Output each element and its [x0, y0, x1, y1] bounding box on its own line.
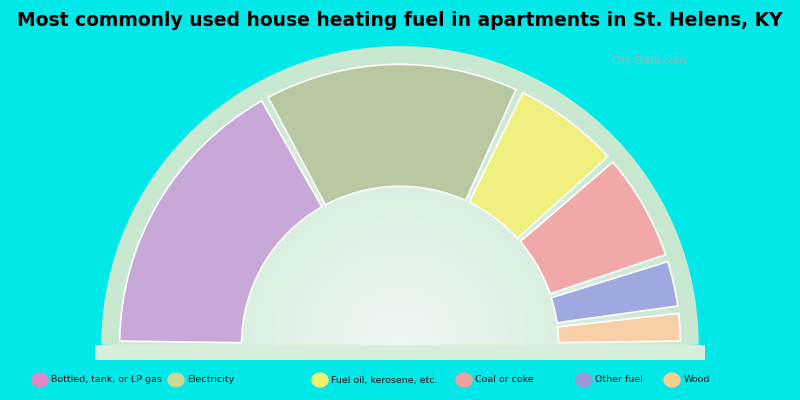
Polygon shape [270, 215, 530, 345]
Polygon shape [102, 46, 698, 345]
Polygon shape [171, 116, 629, 345]
Text: Bottled, tank, or LP gas: Bottled, tank, or LP gas [51, 376, 162, 384]
Polygon shape [226, 170, 574, 345]
Ellipse shape [31, 372, 49, 388]
Polygon shape [350, 295, 450, 345]
Polygon shape [256, 200, 544, 345]
Polygon shape [310, 255, 490, 345]
Polygon shape [290, 235, 510, 345]
Text: Coal or coke: Coal or coke [475, 376, 534, 384]
Polygon shape [266, 210, 534, 345]
Polygon shape [355, 300, 445, 345]
Polygon shape [375, 320, 425, 345]
Text: Fuel oil, kerosene, etc.: Fuel oil, kerosene, etc. [331, 376, 438, 384]
Wedge shape [470, 93, 608, 238]
Polygon shape [335, 280, 465, 345]
Polygon shape [186, 131, 614, 345]
Polygon shape [390, 335, 410, 345]
Polygon shape [216, 160, 584, 345]
Ellipse shape [575, 372, 593, 388]
Polygon shape [111, 56, 689, 345]
Polygon shape [360, 305, 440, 345]
Polygon shape [250, 196, 550, 345]
Polygon shape [326, 270, 474, 345]
Polygon shape [236, 180, 564, 345]
Polygon shape [136, 81, 664, 345]
Ellipse shape [663, 372, 681, 388]
Polygon shape [106, 51, 694, 345]
Polygon shape [151, 96, 649, 345]
Polygon shape [365, 310, 435, 345]
Polygon shape [395, 340, 405, 345]
Ellipse shape [311, 372, 329, 388]
Ellipse shape [167, 372, 185, 388]
Polygon shape [116, 61, 684, 345]
Polygon shape [301, 245, 499, 345]
Polygon shape [65, 345, 735, 375]
Polygon shape [320, 265, 480, 345]
Polygon shape [221, 166, 579, 345]
Wedge shape [120, 101, 322, 343]
Wedge shape [558, 313, 680, 343]
Polygon shape [241, 186, 559, 345]
Polygon shape [295, 240, 505, 345]
Polygon shape [340, 285, 460, 345]
Polygon shape [196, 141, 604, 345]
Wedge shape [520, 162, 666, 294]
Polygon shape [346, 290, 454, 345]
Polygon shape [330, 275, 470, 345]
Polygon shape [141, 86, 659, 345]
Text: Most commonly used house heating fuel in apartments in St. Helens, KY: Most commonly used house heating fuel in… [17, 10, 783, 30]
Text: Wood: Wood [683, 376, 710, 384]
Polygon shape [191, 136, 609, 345]
Polygon shape [306, 250, 494, 345]
Polygon shape [146, 91, 654, 345]
Polygon shape [206, 151, 594, 345]
Polygon shape [211, 156, 589, 345]
Polygon shape [161, 106, 639, 345]
Polygon shape [230, 176, 570, 345]
Polygon shape [286, 230, 514, 345]
Polygon shape [201, 146, 599, 345]
Polygon shape [131, 76, 669, 345]
Polygon shape [122, 66, 678, 345]
Text: Electricity: Electricity [187, 376, 234, 384]
Polygon shape [246, 190, 554, 345]
Polygon shape [380, 325, 420, 345]
Polygon shape [176, 121, 624, 345]
Polygon shape [281, 225, 519, 345]
Polygon shape [261, 205, 539, 345]
Polygon shape [126, 71, 674, 345]
Polygon shape [275, 220, 525, 345]
Text: Other fuel: Other fuel [595, 376, 643, 384]
Wedge shape [268, 64, 516, 205]
Ellipse shape [455, 372, 473, 388]
Polygon shape [166, 111, 634, 345]
Text: City-Data.com: City-Data.com [612, 56, 686, 66]
Polygon shape [156, 101, 644, 345]
Polygon shape [385, 330, 415, 345]
Polygon shape [370, 315, 430, 345]
Polygon shape [181, 126, 619, 345]
Wedge shape [551, 262, 678, 323]
Polygon shape [315, 260, 485, 345]
